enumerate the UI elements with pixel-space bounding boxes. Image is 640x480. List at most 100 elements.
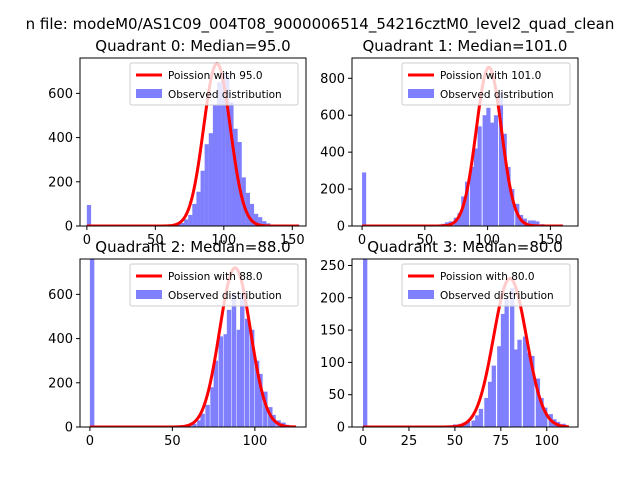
histogram-bar (493, 115, 499, 226)
histogram-bar (510, 288, 515, 427)
legend-observed-label: Observed distribution (440, 89, 554, 101)
legend-poisson-label: Poission with 101.0 (440, 70, 541, 82)
histogram-bar (258, 373, 263, 427)
subplot-title: Quadrant 1: Median=101.0 (363, 37, 568, 55)
subplot-title: Quadrant 0: Median=95.0 (95, 37, 290, 55)
y-tick-label: 0 (65, 220, 73, 235)
histogram-bar (526, 352, 531, 427)
histogram-bar (212, 104, 218, 226)
subplot-quadrant-0: 0 50 100 150 0 200 400 600 Quadrant 0: Median=95… (48, 37, 307, 248)
histogram-bar (236, 329, 242, 427)
legend: Poission with 101.0 Observed distribution (401, 62, 571, 106)
histogram-bar (245, 192, 250, 226)
y-tick-label: 200 (48, 175, 73, 190)
y-tick-label: 50 (328, 388, 345, 403)
histogram-bar (216, 82, 222, 226)
histogram-bar (362, 172, 367, 226)
histogram-bar (210, 387, 215, 427)
legend-observed-swatch (408, 89, 434, 98)
legend-poisson-label: Poission with 80.0 (440, 271, 535, 283)
histogram-bar (226, 309, 232, 427)
y-tick-label: 200 (320, 183, 345, 198)
x-tick-label: 0 (359, 434, 367, 449)
histogram-bar (200, 413, 205, 427)
histogram-bar (497, 346, 502, 427)
figure-title: n file: modeM0/AS1C09_004T08_9000006514_… (26, 15, 615, 34)
poisson-curve (363, 276, 569, 427)
histogram-bar (500, 313, 506, 427)
histogram-bar (486, 107, 491, 226)
legend-observed-swatch (408, 290, 434, 299)
legend: Poission with 80.0 Observed distribution (401, 263, 571, 307)
histogram-bar (363, 259, 368, 427)
y-tick-label: 600 (48, 87, 73, 102)
histogram-bar (233, 128, 238, 226)
histogram-bar (253, 213, 259, 226)
x-tick-label: 100 (211, 233, 236, 248)
poisson-curve (362, 65, 563, 226)
legend-poisson-label: Poission with 95.0 (168, 70, 263, 82)
histogram-bar (522, 336, 528, 427)
histogram-bar (457, 213, 462, 226)
histogram-bar (498, 93, 504, 226)
y-tick-label: 200 (320, 291, 345, 306)
y-tick-label: 0 (337, 421, 345, 436)
histogram-bar (192, 203, 197, 226)
y-tick-label: 250 (320, 259, 345, 274)
histogram-bar (465, 181, 470, 226)
histogram-bar (218, 336, 224, 427)
y-tick-label: 0 (65, 421, 73, 436)
histogram-bar (184, 219, 189, 226)
histogram-bar (465, 421, 471, 427)
histogram-bar (89, 259, 95, 427)
histogram-bar (478, 408, 484, 427)
histogram-bar (254, 360, 260, 427)
subplot-title: Quadrant 2: Median=88.0 (95, 238, 290, 256)
x-tick-label: 50 (417, 233, 434, 248)
y-tick-label: 400 (48, 332, 73, 347)
histogram-bar (482, 115, 487, 226)
x-tick-label: 100 (534, 434, 559, 449)
histogram-bar (535, 221, 540, 226)
histogram-bar (86, 205, 92, 226)
histogram-bar (188, 214, 193, 226)
histogram-bar (249, 203, 255, 226)
histogram-bar (197, 420, 202, 427)
histogram-bar (225, 75, 230, 226)
histogram-bar (484, 397, 489, 427)
histogram-bar (229, 102, 234, 226)
y-tick-label: 100 (320, 356, 345, 371)
x-tick-label: 0 (358, 233, 366, 248)
legend-poisson-label: Poission with 88.0 (168, 271, 263, 283)
histogram-bar (531, 220, 536, 226)
histogram-bar (240, 294, 245, 427)
x-tick-label: 50 (164, 434, 181, 449)
legend-observed-label: Observed distribution (168, 290, 282, 302)
poisson-curve (89, 266, 297, 427)
histogram-bar (204, 144, 209, 226)
subplot-quadrant-1: 0 50 100 150 0 200 400 600 800 Quadrant 1: Median… (320, 37, 579, 248)
legend: Poission with 88.0 Observed distribution (129, 263, 299, 307)
histogram-bar (213, 360, 219, 427)
y-tick-label: 600 (48, 288, 73, 303)
histogram-bar (461, 196, 466, 226)
histogram-bar (506, 166, 511, 226)
histogram-bar (221, 71, 226, 226)
histogram-bar (513, 349, 519, 427)
histogram-bar (192, 423, 197, 427)
y-tick-label: 800 (320, 72, 345, 87)
y-tick-label: 200 (48, 376, 73, 391)
x-tick-label: 0 (86, 434, 94, 449)
histogram-bar (510, 189, 515, 226)
histogram-bar (539, 397, 544, 427)
x-tick-label: 150 (538, 233, 563, 248)
subplot-quadrant-2: 0 50 100 0 200 400 600 Quadrant 2: Median=88.0 P… (48, 238, 307, 449)
legend-observed-label: Observed distribution (440, 290, 554, 302)
histogram-bar (205, 404, 210, 427)
histogram-bar (530, 355, 535, 427)
histogram-bar (475, 415, 480, 427)
histogram-bar (502, 133, 507, 226)
y-tick-label: 400 (320, 146, 345, 161)
y-tick-label: 0 (337, 220, 345, 235)
